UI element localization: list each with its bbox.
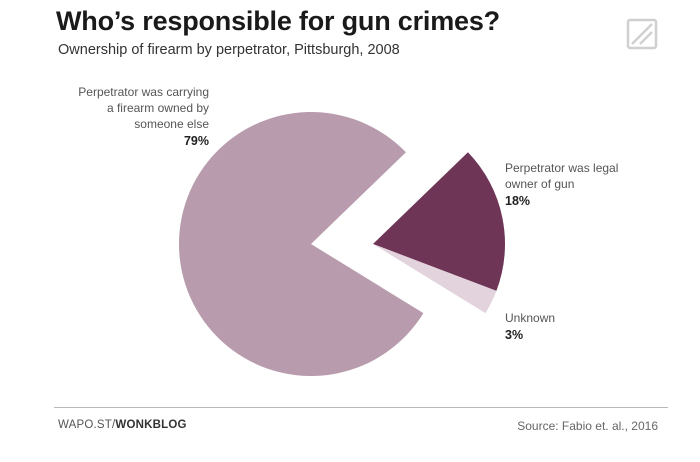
label-line: Perpetrator was legal [505, 161, 619, 175]
slice-label-legal-owner: Perpetrator was legal owner of gun 18% [505, 160, 645, 209]
footer-source: Source: Fabio et. al., 2016 [517, 419, 658, 433]
footer-brand-bold: WONKBLOG [115, 419, 187, 431]
chart-subtitle: Ownership of firearm by perpetrator, Pit… [58, 42, 400, 58]
pie-slice-0 [179, 112, 424, 377]
pie-slice-2 [373, 244, 497, 314]
footer-divider [54, 407, 668, 408]
footer-brand-prefix: WAPO.ST/ [58, 419, 116, 431]
label-line: someone else [134, 117, 209, 131]
washington-post-logo-icon [626, 18, 658, 50]
label-line: Unknown [505, 311, 556, 325]
label-line: Perpetrator was carrying [78, 85, 209, 99]
slice-label-unknown: Unknown 3% [505, 310, 625, 343]
label-line: a firearm owned by [106, 101, 209, 115]
slice-label-someone-else: Perpetrator was carrying a firearm owned… [19, 84, 209, 149]
slice-percent-someone-else: 79% [183, 134, 209, 148]
slice-percent-legal-owner: 18% [505, 194, 531, 208]
pie-slice-1 [373, 152, 505, 291]
footer-brand: WAPO.ST/WONKBLOG [58, 419, 187, 431]
slice-percent-unknown: 3% [505, 328, 524, 342]
chart-title: Who’s responsible for gun crimes? [56, 6, 500, 36]
label-line: owner of gun [505, 177, 575, 191]
